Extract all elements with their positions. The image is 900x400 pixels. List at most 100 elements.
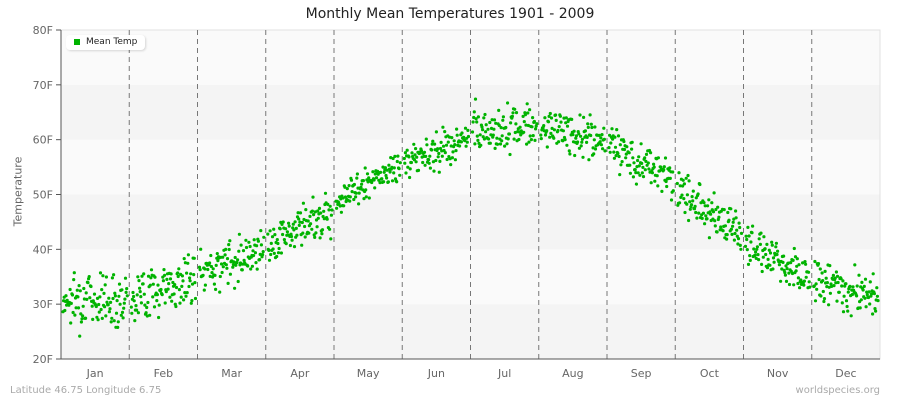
data-point (348, 195, 352, 199)
data-point (531, 134, 535, 138)
data-point (817, 277, 821, 282)
data-point (208, 261, 212, 265)
data-point (119, 313, 123, 317)
data-point (414, 160, 418, 164)
data-point (289, 234, 294, 239)
data-point (660, 189, 664, 193)
data-point (246, 264, 250, 268)
data-point (739, 231, 744, 235)
data-point (67, 303, 71, 307)
data-point (678, 201, 682, 205)
data-point (813, 299, 818, 303)
data-point (766, 257, 770, 261)
data-point (518, 125, 522, 129)
data-point (273, 233, 277, 237)
chart-title: Monthly Mean Temperatures 1901 - 2009 (305, 6, 595, 22)
x-tick-label: Jan (86, 367, 104, 380)
data-point (69, 301, 73, 305)
data-point (781, 260, 785, 264)
data-point (165, 277, 169, 281)
data-point (116, 320, 120, 324)
data-point (309, 222, 313, 226)
data-point (255, 244, 259, 248)
data-point (689, 203, 694, 207)
legend-swatch-icon (74, 39, 80, 45)
data-point (352, 182, 356, 187)
data-point (646, 161, 650, 165)
data-point (122, 301, 126, 305)
data-point (613, 135, 617, 139)
data-point (113, 294, 117, 298)
data-point (813, 259, 817, 264)
data-point (438, 159, 442, 163)
data-point (237, 249, 241, 253)
data-point (269, 241, 273, 245)
data-point (116, 325, 120, 329)
data-point (446, 140, 450, 144)
data-point (525, 142, 529, 146)
data-point (756, 253, 760, 257)
data-point (705, 217, 709, 221)
data-point (495, 136, 499, 140)
data-point (831, 273, 836, 277)
data-point (694, 210, 698, 215)
data-point (631, 175, 636, 179)
data-point (277, 246, 281, 251)
data-point (382, 170, 386, 174)
data-point (155, 293, 159, 297)
data-point (252, 254, 256, 258)
data-point (214, 263, 218, 267)
data-point (228, 239, 232, 243)
data-point (155, 299, 159, 303)
data-point (636, 158, 640, 163)
data-point (364, 188, 368, 192)
data-point (619, 163, 623, 167)
data-point (212, 282, 216, 286)
data-point (582, 115, 586, 119)
data-point (747, 234, 751, 238)
data-point (609, 141, 613, 145)
source-link[interactable]: worldspecies.org (795, 385, 880, 396)
data-point (450, 136, 454, 140)
x-tick-label: Apr (290, 367, 310, 380)
data-point (386, 180, 390, 184)
x-tick-label: Nov (767, 367, 789, 380)
data-point (848, 284, 852, 288)
data-point (571, 133, 575, 137)
data-point (708, 210, 712, 214)
data-point (111, 296, 115, 301)
data-point (580, 140, 584, 144)
data-point (761, 255, 765, 259)
data-point (149, 276, 153, 280)
data-point (505, 142, 509, 146)
data-point (90, 304, 94, 308)
data-point (79, 320, 83, 324)
data-point (876, 299, 880, 303)
data-point (586, 125, 590, 129)
data-point (280, 222, 284, 226)
data-point (829, 282, 833, 286)
data-point (373, 186, 377, 190)
data-point (486, 127, 490, 131)
data-point (114, 311, 119, 315)
data-point (151, 295, 155, 299)
data-point (430, 148, 434, 152)
data-point (545, 145, 549, 149)
data-point (779, 279, 783, 283)
data-point (86, 281, 90, 285)
data-point (236, 258, 240, 262)
data-point (275, 254, 279, 259)
data-point (603, 149, 607, 153)
data-point (109, 300, 113, 304)
data-point (512, 137, 516, 141)
data-point (548, 135, 552, 139)
data-point (112, 319, 116, 323)
data-point (272, 251, 276, 255)
data-point (628, 163, 632, 167)
data-point (579, 144, 583, 148)
data-point (618, 143, 622, 147)
data-point (647, 167, 651, 171)
data-point (586, 122, 590, 126)
data-point (774, 241, 779, 245)
data-point (802, 283, 806, 287)
